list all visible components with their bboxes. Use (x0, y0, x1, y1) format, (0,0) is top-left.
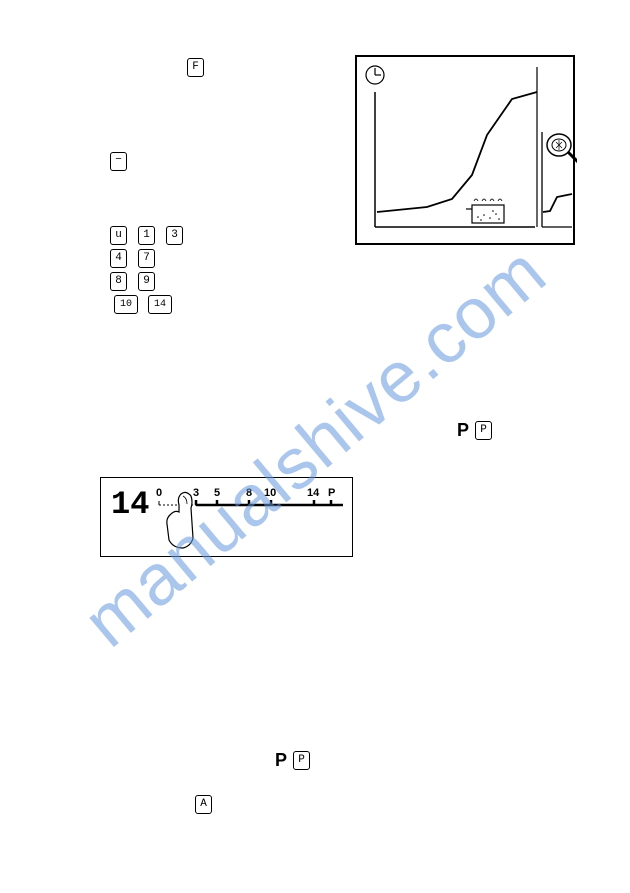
slider-display-value: 14 (111, 486, 149, 523)
graph-line-left (377, 92, 537, 212)
grid-cell-8: 8 (110, 272, 127, 291)
grid-cell-14: 14 (148, 295, 172, 314)
icon-f-box: F (187, 58, 204, 77)
p-label-2: P P (275, 750, 310, 771)
slider-panel: 14 0 3 5 8 10 14 P (100, 477, 353, 557)
p-box-2: P (293, 751, 310, 770)
grid-cell-4: 4 (110, 249, 127, 268)
slider-tick-0: 0 (156, 487, 162, 499)
grid-cell-7: 7 (138, 249, 155, 268)
p-box-1: P (475, 421, 492, 440)
p-label-1: P P (457, 420, 492, 441)
slider-tick-10: 10 (264, 487, 276, 499)
slider-tick-p: P (328, 487, 335, 499)
finger-icon (167, 492, 193, 548)
grid-cell-9: 9 (138, 272, 155, 291)
slider-tick-14: 14 (307, 487, 320, 499)
p-letter-1: P (457, 420, 469, 441)
pot-icon (466, 199, 504, 223)
slider-tick-3: 3 (193, 487, 199, 499)
graph-panel (355, 55, 575, 245)
watermark-text: manualshive.com (68, 230, 561, 663)
grid-cell-1: 1 (138, 226, 155, 245)
graph-svg (357, 57, 577, 247)
clock-icon (366, 66, 384, 84)
minus-icon-box: − (110, 152, 127, 171)
slider-tick-8: 8 (246, 487, 252, 499)
graph-line-right (543, 194, 572, 212)
slider-svg: 14 0 3 5 8 10 14 P (101, 478, 354, 558)
a-box: A (195, 795, 212, 814)
pan-icon (547, 134, 577, 163)
slider-tick-5: 5 (214, 487, 220, 499)
grid-cell-10: 10 (114, 295, 138, 314)
p-letter-2: P (275, 750, 287, 771)
grid-cell-u: u (110, 226, 127, 245)
grid-cell-3: 3 (166, 226, 183, 245)
